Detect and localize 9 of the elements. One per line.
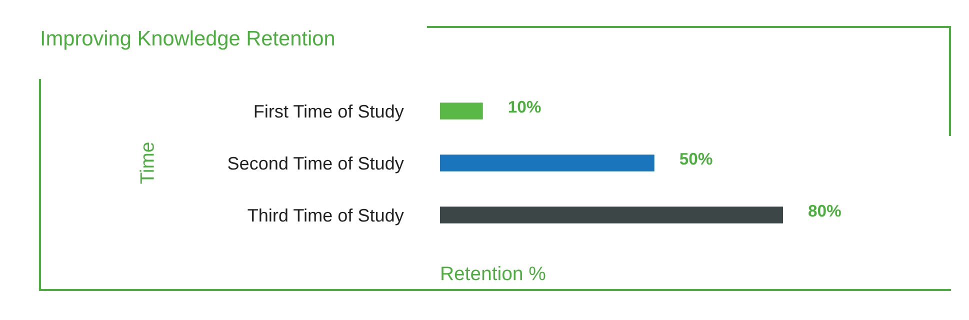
y-tick-label: First Time of Study — [254, 104, 404, 122]
text: Improving Knowledge Retention — [42, 30, 334, 50]
data-label: 50% — [680, 152, 712, 165]
y-tick-label: Second Time of Study — [228, 156, 404, 174]
data-label: 10% — [508, 100, 541, 113]
x-axis-title: Retention % — [442, 266, 546, 280]
y-tick-label: Third Time of Study — [248, 208, 404, 226]
data-label: 80% — [808, 204, 841, 217]
y-axis-title: Time — [140, 142, 154, 184]
